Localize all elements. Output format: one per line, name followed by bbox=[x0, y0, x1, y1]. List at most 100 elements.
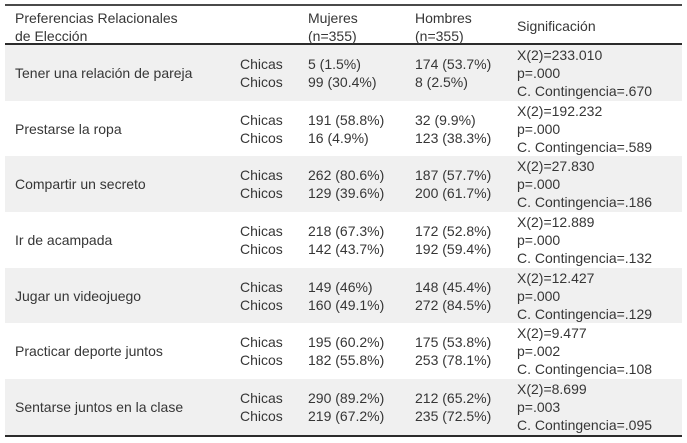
hombres-values: 32 (9.9%) 123 (38.3%) bbox=[415, 111, 517, 147]
hombres-chicos-value: 253 (78.1%) bbox=[415, 352, 492, 369]
group-labels: Chicas Chicos bbox=[240, 55, 308, 91]
group-chicas-label: Chicas bbox=[240, 55, 283, 72]
group-chicas-label: Chicas bbox=[240, 278, 283, 295]
p-value: p=.000 bbox=[517, 231, 561, 248]
hombres-chicas-value: 148 (45.4%) bbox=[415, 278, 492, 295]
significacion-values: X(2)=192.232 p=.000 C. Contingencia=.589 bbox=[517, 102, 682, 156]
contingency-value: C. Contingencia=.670 bbox=[517, 82, 653, 99]
group-chicos-label: Chicos bbox=[240, 185, 283, 202]
contingency-value: C. Contingencia=.589 bbox=[517, 138, 653, 155]
group-chicos-label: Chicos bbox=[240, 407, 283, 424]
hombres-chicas-value: 32 (9.9%) bbox=[415, 111, 476, 128]
chi-square-value: X(2)=233.010 bbox=[517, 46, 603, 63]
mujeres-values: 218 (67.3%) 142 (43.7%) bbox=[308, 222, 415, 258]
group-chicos-label: Chicos bbox=[240, 296, 283, 313]
group-labels: Chicas Chicos bbox=[240, 333, 308, 369]
mujeres-chicos-value: 99 (30.4%) bbox=[308, 73, 377, 90]
mujeres-chicos-value: 129 (39.6%) bbox=[308, 185, 385, 202]
mujeres-values: 5 (1.5%) 99 (30.4%) bbox=[308, 55, 415, 91]
mujeres-chicas-value: 290 (89.2%) bbox=[308, 389, 385, 406]
significacion-values: X(2)=12.889 p=.000 C. Contingencia=.132 bbox=[517, 213, 682, 267]
chi-square-value: X(2)=9.477 bbox=[517, 325, 587, 342]
header-significacion: Significación bbox=[517, 17, 596, 34]
table-header: Preferencias Relacionales de Elección Mu… bbox=[5, 6, 682, 45]
header-preference: Preferencias Relacionales de Elección bbox=[15, 10, 178, 44]
hombres-chicas-value: 212 (65.2%) bbox=[415, 389, 492, 406]
hombres-chicos-value: 8 (2.5%) bbox=[415, 73, 468, 90]
mujeres-chicos-value: 142 (43.7%) bbox=[308, 240, 385, 257]
hombres-chicos-value: 123 (38.3%) bbox=[415, 129, 492, 146]
header-mujeres: Mujeres (n=355) bbox=[308, 10, 358, 44]
group-chicos-label: Chicos bbox=[240, 129, 283, 146]
hombres-chicos-value: 235 (72.5%) bbox=[415, 407, 492, 424]
contingency-value: C. Contingencia=.129 bbox=[517, 305, 653, 322]
table-row: Jugar un videojuego Chicas Chicos 149 (4… bbox=[5, 267, 682, 324]
preference-label: Tener una relación de pareja bbox=[15, 64, 193, 81]
table-row: Ir de acampada Chicas Chicos 218 (67.3%)… bbox=[5, 212, 682, 268]
group-chicos-label: Chicos bbox=[240, 352, 283, 369]
group-chicas-label: Chicas bbox=[240, 222, 283, 239]
group-chicas-label: Chicas bbox=[240, 111, 283, 128]
hombres-chicos-value: 272 (84.5%) bbox=[415, 296, 492, 313]
hombres-chicas-value: 187 (57.7%) bbox=[415, 167, 492, 184]
mujeres-chicos-value: 160 (49.1%) bbox=[308, 296, 385, 313]
group-labels: Chicas Chicos bbox=[240, 111, 308, 147]
p-value: p=.000 bbox=[517, 176, 561, 193]
preference-label: Prestarse la ropa bbox=[15, 120, 122, 137]
significacion-values: X(2)=8.699 p=.003 C. Contingencia=.095 bbox=[517, 380, 682, 434]
group-labels: Chicas Chicos bbox=[240, 166, 308, 202]
hombres-values: 172 (52.8%) 192 (59.4%) bbox=[415, 222, 517, 258]
mujeres-chicos-value: 16 (4.9%) bbox=[308, 129, 369, 146]
significacion-values: X(2)=9.477 p=.002 C. Contingencia=.108 bbox=[517, 324, 682, 378]
group-chicos-label: Chicos bbox=[240, 73, 283, 90]
hombres-chicos-value: 192 (59.4%) bbox=[415, 240, 492, 257]
mujeres-chicas-value: 149 (46%) bbox=[308, 278, 373, 295]
p-value: p=.000 bbox=[517, 287, 561, 304]
preference-label: Ir de acampada bbox=[15, 231, 113, 248]
table-row: Tener una relación de pareja Chicas Chic… bbox=[5, 45, 682, 101]
preference-label: Practicar deporte juntos bbox=[15, 343, 163, 360]
group-labels: Chicas Chicos bbox=[240, 222, 308, 258]
chi-square-value: X(2)=27.830 bbox=[517, 158, 595, 175]
group-chicas-label: Chicas bbox=[240, 167, 283, 184]
hombres-values: 148 (45.4%) 272 (84.5%) bbox=[415, 278, 517, 314]
mujeres-chicos-value: 182 (55.8%) bbox=[308, 352, 385, 369]
p-value: p=.002 bbox=[517, 343, 561, 360]
hombres-chicas-value: 172 (52.8%) bbox=[415, 222, 492, 239]
p-value: p=.003 bbox=[517, 398, 561, 415]
contingency-value: C. Contingencia=.132 bbox=[517, 249, 653, 266]
hombres-chicas-value: 175 (53.8%) bbox=[415, 334, 492, 351]
group-chicos-label: Chicos bbox=[240, 240, 283, 257]
chi-square-value: X(2)=192.232 bbox=[517, 102, 603, 119]
mujeres-values: 290 (89.2%) 219 (67.2%) bbox=[308, 389, 415, 425]
p-value: p=.000 bbox=[517, 64, 561, 81]
preference-label: Sentarse juntos en la clase bbox=[15, 398, 184, 415]
table-row: Sentarse juntos en la clase Chicas Chico… bbox=[5, 379, 682, 435]
mujeres-chicas-value: 195 (60.2%) bbox=[308, 334, 385, 351]
group-chicas-label: Chicas bbox=[240, 334, 283, 351]
chi-square-value: X(2)=12.889 bbox=[517, 213, 595, 230]
mujeres-values: 149 (46%) 160 (49.1%) bbox=[308, 278, 415, 314]
mujeres-chicas-value: 218 (67.3%) bbox=[308, 222, 385, 239]
hombres-chicos-value: 200 (61.7%) bbox=[415, 185, 492, 202]
chi-square-value: X(2)=8.699 bbox=[517, 380, 587, 397]
p-value: p=.000 bbox=[517, 120, 561, 137]
mujeres-values: 262 (80.6%) 129 (39.6%) bbox=[308, 166, 415, 202]
mujeres-chicas-value: 262 (80.6%) bbox=[308, 167, 385, 184]
table-row: Compartir un secreto Chicas Chicos 262 (… bbox=[5, 156, 682, 213]
hombres-values: 187 (57.7%) 200 (61.7%) bbox=[415, 166, 517, 202]
mujeres-values: 195 (60.2%) 182 (55.8%) bbox=[308, 333, 415, 369]
group-chicas-label: Chicas bbox=[240, 389, 283, 406]
mujeres-values: 191 (58.8%) 16 (4.9%) bbox=[308, 111, 415, 147]
chi-square-value: X(2)=12.427 bbox=[517, 269, 595, 286]
header-hombres: Hombres (n=355) bbox=[415, 10, 472, 44]
mujeres-chicos-value: 219 (67.2%) bbox=[308, 407, 385, 424]
preference-label: Compartir un secreto bbox=[15, 176, 146, 193]
mujeres-chicas-value: 5 (1.5%) bbox=[308, 55, 361, 72]
preference-label: Jugar un videojuego bbox=[15, 287, 142, 304]
table-row: Practicar deporte juntos Chicas Chicos 1… bbox=[5, 323, 682, 379]
hombres-values: 175 (53.8%) 253 (78.1%) bbox=[415, 333, 517, 369]
significacion-values: X(2)=233.010 p=.000 C. Contingencia=.670 bbox=[517, 46, 682, 100]
significacion-values: X(2)=12.427 p=.000 C. Contingencia=.129 bbox=[517, 269, 682, 323]
